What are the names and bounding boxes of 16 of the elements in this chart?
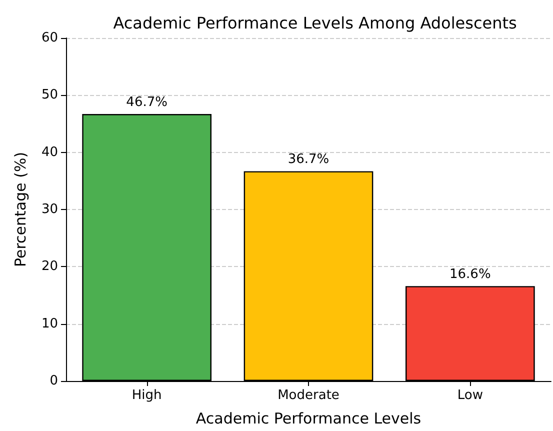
data-label: 36.7% (288, 152, 330, 168)
y-tick-label: 30 (41, 202, 58, 217)
y-tick-label: 60 (41, 30, 58, 46)
y-tick-label: 50 (41, 88, 58, 103)
y-tick-label: 20 (41, 259, 58, 274)
y-tick-label: 0 (50, 374, 58, 388)
x-tick-label: High (132, 388, 162, 403)
data-label: 16.6% (450, 267, 491, 282)
chart-title: Academic Performance Levels Among Adolescents (113, 14, 517, 32)
data-label: 46.7% (126, 95, 168, 110)
y-tick-label: 40 (41, 144, 58, 160)
x-tick-label: Moderate (278, 388, 340, 403)
y-tick-label: 10 (41, 316, 58, 332)
y-axis-title: Percentage (%) (12, 152, 30, 268)
x-axis-title: Academic Performance Levels (196, 410, 422, 428)
x-tick-label: Low (457, 388, 484, 403)
